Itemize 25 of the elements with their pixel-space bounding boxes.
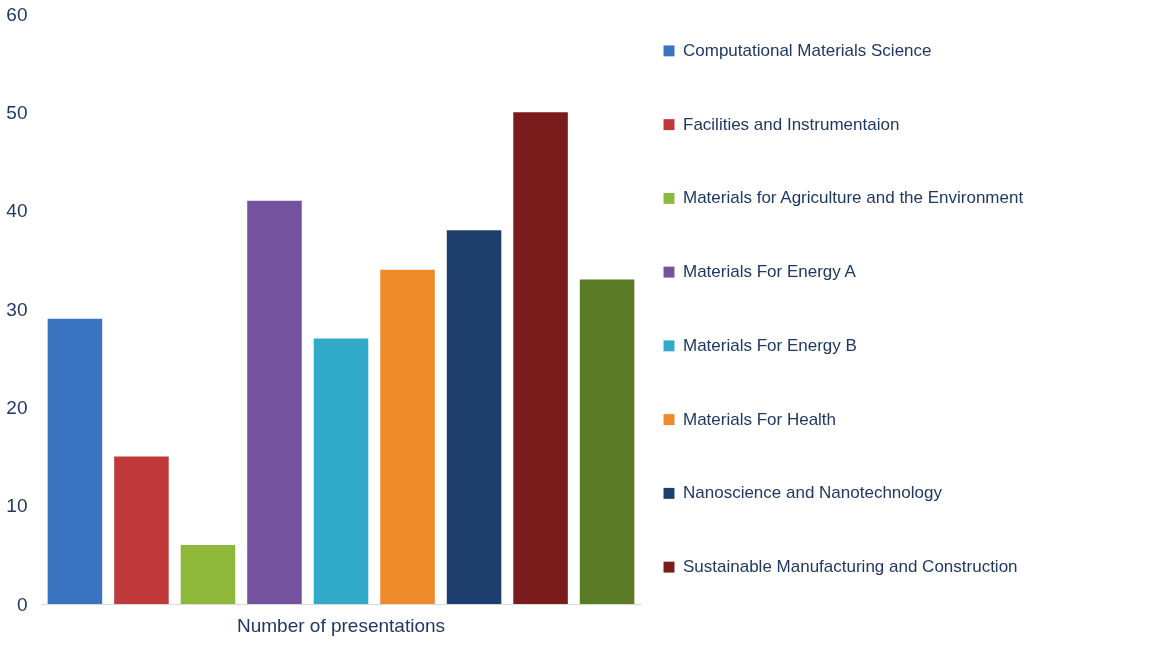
- y-tick-label: 0: [16, 593, 28, 615]
- y-tick-label: 20: [6, 396, 28, 418]
- y-tick-label: 60: [6, 3, 28, 25]
- bar: [446, 230, 502, 604]
- y-tick-label: 30: [6, 298, 28, 320]
- y-tick-label: 50: [6, 101, 28, 123]
- bar: [380, 269, 435, 604]
- y-tick-label: 40: [6, 200, 28, 222]
- legend-label: Computational Materials Science: [683, 40, 932, 60]
- bar: [180, 545, 236, 604]
- bar: [579, 279, 635, 604]
- bar: [114, 456, 169, 604]
- bar: [47, 318, 103, 604]
- y-tick-label: 10: [6, 495, 28, 517]
- bar: [247, 200, 302, 604]
- bar: [513, 112, 568, 604]
- x-tick-label: Number of presentations: [236, 614, 446, 636]
- legend-label: Materials For Energy B: [683, 335, 857, 355]
- bar: [313, 338, 369, 604]
- legend-label: Materials For Health: [683, 409, 837, 429]
- legend-label: Nanoscience and Nanotechnology: [683, 483, 943, 503]
- legend-label: Facilities and Instrumentaion: [683, 114, 900, 134]
- legend-label: Materials for Agriculture and the Environment: [683, 188, 1024, 208]
- legend-label: Materials For Energy A: [683, 262, 857, 282]
- legend-label: Sustainable Manufacturing and Construction: [683, 557, 1018, 577]
